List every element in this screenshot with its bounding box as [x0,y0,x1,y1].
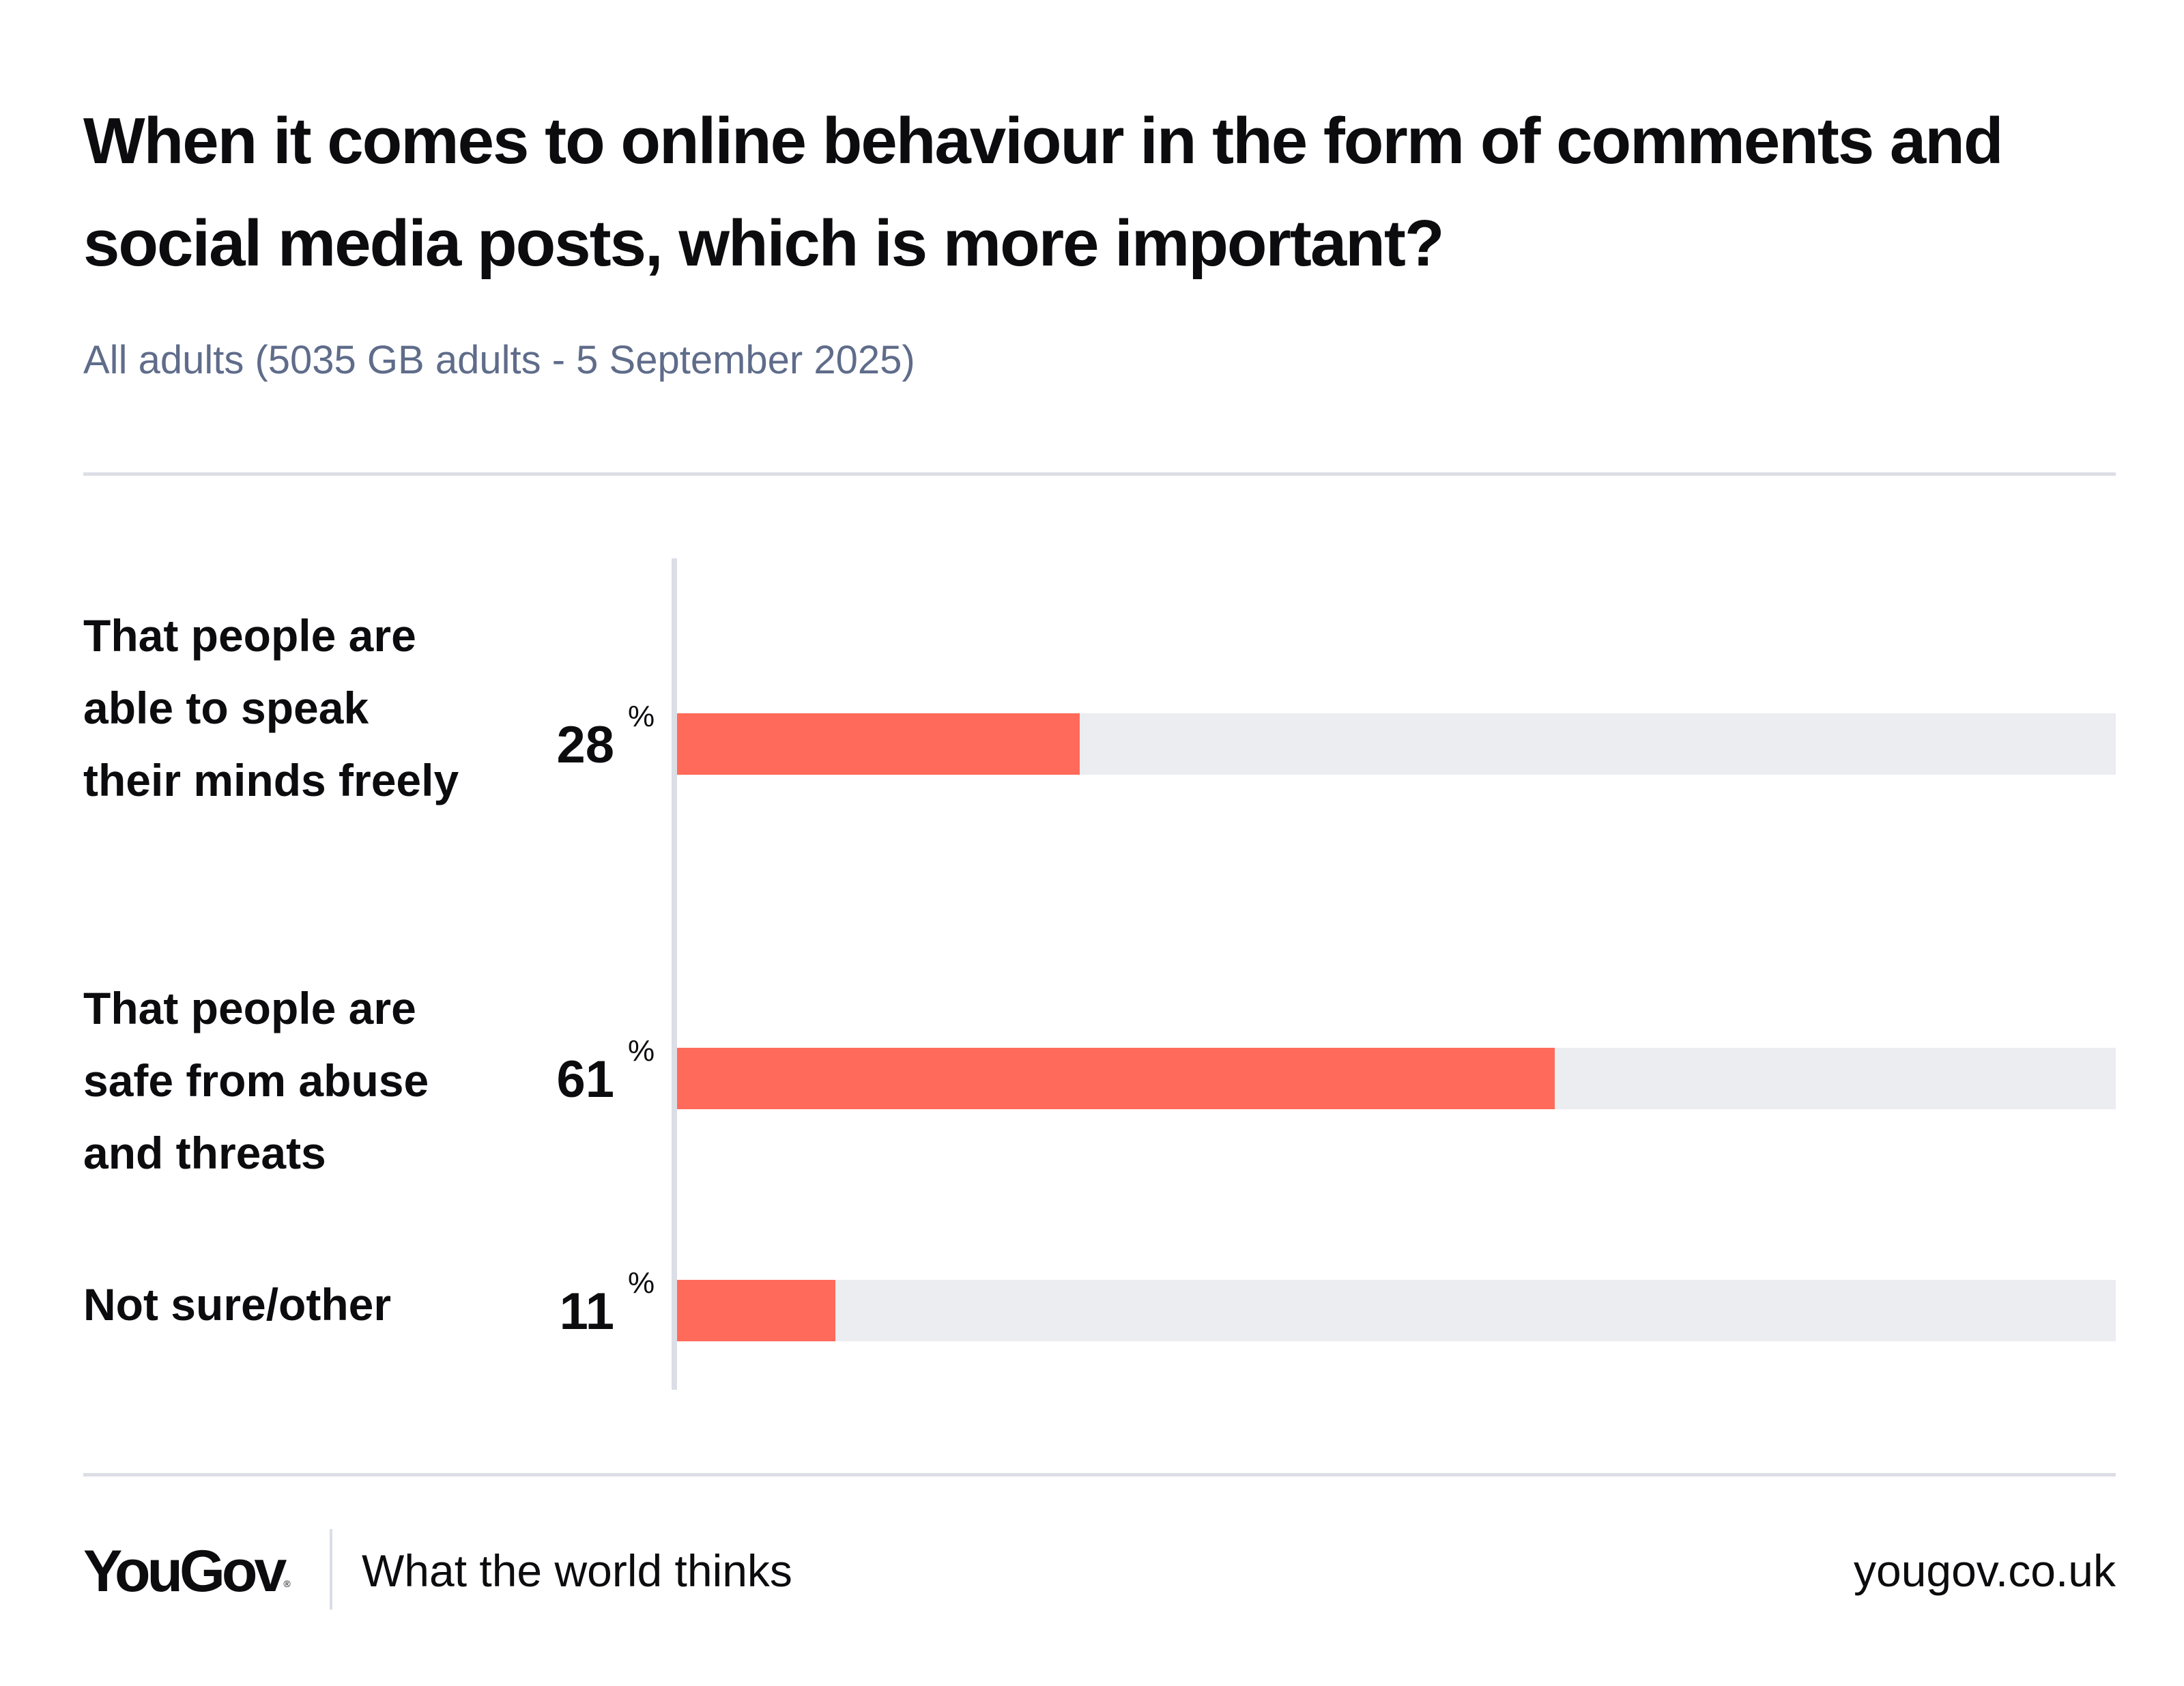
bar-track [677,1280,2116,1341]
footer-tagline: What the world thinks [362,1545,792,1596]
percent-sign: % [628,1034,655,1068]
chart-title: When it comes to online behaviour in the… [83,104,2004,280]
chart-subtitle: All adults (5035 GB adults - 5 September… [83,338,915,382]
bar [677,1280,835,1341]
yougov-logo: YouGov® [83,1537,291,1605]
top-divider [83,472,2116,476]
value-label: 61 [556,1051,614,1109]
category-label: That people are safe from abuse and thre… [83,983,429,1178]
percent-sign: % [628,700,655,733]
value-label: 11 [559,1283,614,1341]
registered-mark: ® [283,1578,291,1589]
category-label: That people are able to speak their mind… [83,610,459,805]
chart-axis-line [672,558,677,1390]
category-label: Not sure/other [83,1279,392,1330]
footer-divider [330,1529,332,1610]
yougov-logo-text: YouGov [83,1539,287,1604]
percent-sign: % [628,1266,655,1300]
bar [677,713,1080,775]
bar [677,1048,1555,1109]
bottom-divider [83,1473,2116,1476]
footer-url[interactable]: yougov.co.uk [1853,1545,2116,1596]
value-label: 28 [556,716,614,774]
